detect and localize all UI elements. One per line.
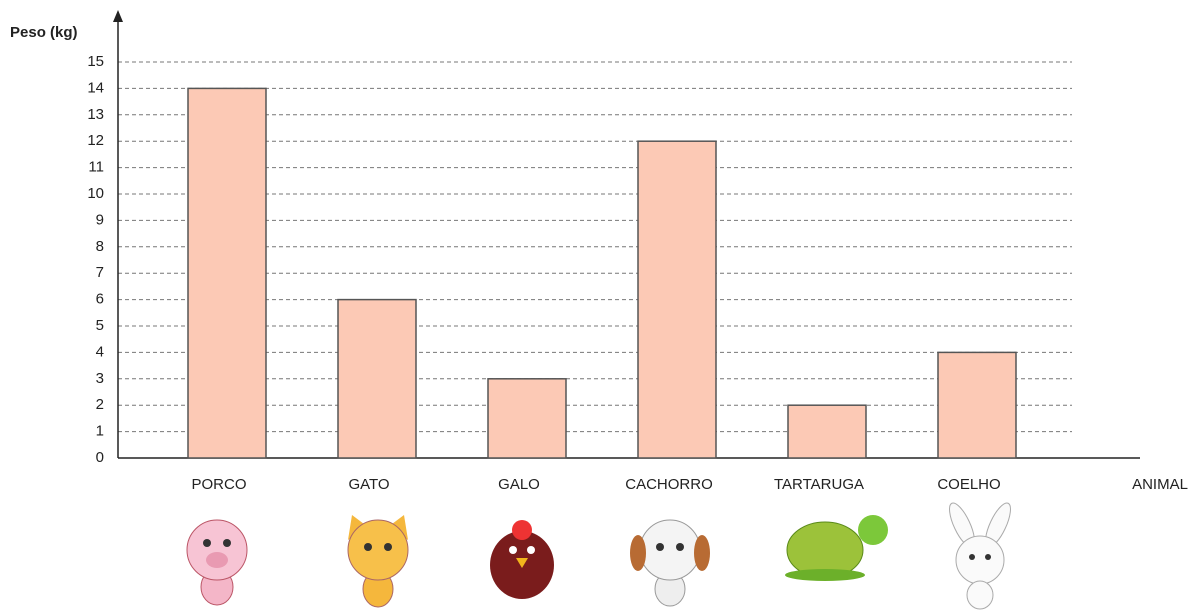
bar (937, 351, 1017, 459)
y-tick-label: 11 (88, 159, 104, 176)
bar (637, 140, 717, 459)
bar (787, 404, 867, 459)
y-axis-arrow (113, 10, 123, 22)
y-tick-label: 5 (96, 317, 104, 334)
y-tick-label: 8 (96, 238, 104, 255)
x-axis-title: ANIMAL (1132, 476, 1188, 493)
x-tick-label: COELHO (937, 476, 1000, 493)
animal-icons (186, 502, 1011, 610)
dog-icon (630, 519, 710, 607)
x-tick-label: GALO (498, 476, 540, 493)
y-tick-label: 13 (87, 106, 104, 123)
y-tick-label: 9 (96, 211, 104, 228)
y-tick-label: 10 (87, 185, 104, 202)
x-tick-label: CACHORRO (625, 476, 713, 493)
pig-icon (186, 519, 248, 606)
turtle-icon (785, 515, 888, 581)
rabbit-icon (949, 502, 1011, 610)
y-tick-label: 12 (87, 132, 104, 149)
bar (487, 378, 567, 459)
y-axis-title: Peso (kg) (10, 24, 78, 41)
x-tick-label: TARTARUGA (774, 476, 864, 493)
cat-icon (347, 515, 409, 608)
y-tick-label: 4 (96, 343, 104, 360)
y-tick-label: 1 (96, 423, 104, 440)
x-tick-label: PORCO (191, 476, 246, 493)
bar (337, 298, 417, 459)
y-tick-label: 6 (96, 291, 104, 308)
y-tick-label: 3 (96, 370, 104, 387)
y-tick-label: 7 (96, 264, 104, 281)
y-tick-label: 14 (87, 79, 104, 96)
y-tick-label: 0 (96, 449, 104, 466)
y-tick-label: 2 (96, 396, 104, 413)
rooster-icon (490, 520, 554, 599)
bar (187, 87, 267, 459)
y-tick-label: 15 (87, 53, 104, 70)
x-tick-label: GATO (348, 476, 389, 493)
